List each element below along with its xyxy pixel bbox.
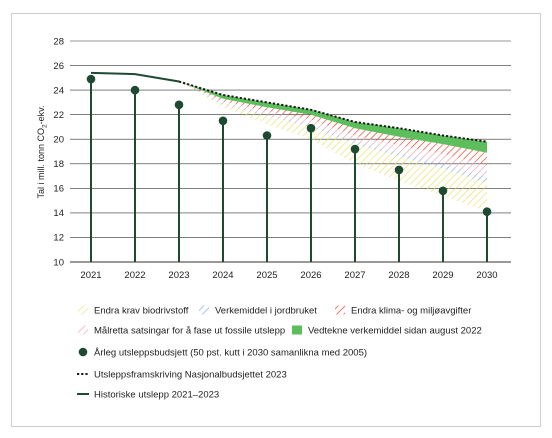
legend-budget-marker xyxy=(78,347,88,357)
y-axis-label: Tal i mill. tonn CO2-ekv. xyxy=(36,106,49,199)
y-tick-label: 10 xyxy=(53,257,64,268)
wedge-0 xyxy=(179,81,487,153)
budget-point xyxy=(394,165,404,175)
x-tick-label: 2028 xyxy=(388,270,409,281)
projection-line xyxy=(178,80,488,143)
x-tick-label: 2023 xyxy=(168,270,189,281)
wedge-layer xyxy=(179,81,487,212)
budget-point xyxy=(130,85,140,95)
budget-point xyxy=(86,74,96,84)
budget-point xyxy=(174,100,184,110)
legend-label: Historiske utslepp 2021–2023 xyxy=(94,389,219,400)
budget-point xyxy=(218,116,228,126)
y-tick-label: 14 xyxy=(53,208,64,219)
wedge-1 xyxy=(179,81,487,165)
x-tick-label: 2024 xyxy=(212,270,233,281)
wedge-2 xyxy=(179,81,487,178)
line-layer xyxy=(86,71,492,262)
budget-point xyxy=(306,123,316,133)
legend: Endra krav biodrivstoff Verkemiddel i jor… xyxy=(77,305,482,400)
y-tick-label: 26 xyxy=(53,61,64,72)
y-tick-label: 20 xyxy=(53,135,64,146)
legend-swatch xyxy=(335,305,345,315)
legend-label: Årleg utsleppsbudsjett (50 pst. kutt i 2… xyxy=(94,347,367,358)
x-tick-label: 2022 xyxy=(124,270,145,281)
y-tick-label: 12 xyxy=(53,233,64,244)
legend-swatch xyxy=(78,325,88,335)
y-tick-label: 24 xyxy=(53,85,64,96)
budget-point xyxy=(350,144,360,154)
budget-point xyxy=(482,207,492,216)
legend-label: Verkemiddel i jordbruket xyxy=(215,305,317,316)
x-tick-label: 2029 xyxy=(432,270,453,281)
legend-label: Vedtekne verkemiddel sidan august 2022 xyxy=(308,325,482,336)
legend-swatch xyxy=(292,325,302,335)
x-tick-label: 2025 xyxy=(256,270,277,281)
wedge-3 xyxy=(179,81,487,184)
chart-frame xyxy=(11,13,541,427)
legend-label: Endra klima- og miljøavgifter xyxy=(351,305,471,316)
x-tick-label: 2021 xyxy=(80,270,101,281)
legend-label: Utsleppsframskriving Nasjonalbudsjettet … xyxy=(94,369,287,380)
x-tick-label: 2026 xyxy=(300,270,321,281)
grid-layer: 10 12 14 16 18 20 22 24 26 28 xyxy=(53,36,511,268)
wedge-4 xyxy=(179,81,487,212)
y-tick-label: 28 xyxy=(53,36,64,47)
y-tick-label: 16 xyxy=(53,184,64,195)
budget-point xyxy=(262,131,272,140)
x-tick-label: 2027 xyxy=(344,270,365,281)
y-axis-label-subscript: 2 xyxy=(42,124,49,128)
y-tick-label: 22 xyxy=(53,110,64,121)
legend-label: Endra krav biodrivstoff xyxy=(94,305,189,316)
x-tick-label: 2030 xyxy=(476,270,497,281)
axis-layer: 2021 2022 2023 2024 2025 2026 2027 2028 2029 2030 xyxy=(80,270,497,281)
y-axis-label-tail: -ekv. xyxy=(36,106,46,125)
legend-swatch xyxy=(78,305,88,315)
legend-swatch xyxy=(199,305,209,315)
budget-point xyxy=(438,186,448,196)
historical-line xyxy=(90,71,180,83)
y-tick-label: 18 xyxy=(53,159,64,170)
legend-label: Målretta satsingar for å fase ut fossile… xyxy=(94,325,285,336)
